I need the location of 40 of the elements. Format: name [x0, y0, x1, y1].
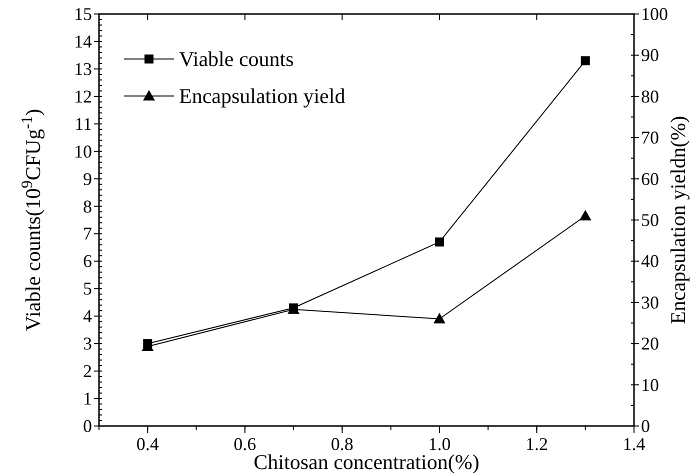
y-tick-label: 2: [83, 361, 92, 382]
y-tick-label: 4: [83, 306, 92, 326]
x-tick-label: 0.8: [330, 434, 354, 454]
y2-tick-label: 30: [641, 292, 659, 312]
y2-tick-label: 40: [641, 251, 659, 272]
y2-tick-label: 80: [641, 86, 659, 106]
y2-axis-title: Encapsulation yieldn(%): [666, 116, 690, 324]
y2-tick-label: 0: [641, 416, 650, 436]
y2-tick-label: 50: [641, 210, 659, 230]
y-tick-label: 14: [74, 31, 92, 52]
legend-label: Viable counts: [179, 47, 294, 71]
x-tick-label: 1.2: [525, 434, 548, 454]
y-tick-label: 15: [74, 4, 92, 24]
y-tick-label: 12: [74, 86, 92, 106]
y-tick-label: 11: [74, 114, 92, 134]
x-tick-label: 0.6: [234, 434, 256, 454]
y-tick-label: 9: [83, 168, 92, 189]
x-tick-label: 1.4: [622, 434, 646, 454]
x-tick-label: 0.4: [136, 434, 159, 454]
legend-label: Encapsulation yield: [179, 84, 346, 108]
y2-tick-label: 90: [641, 45, 659, 66]
y-tick-label: 5: [83, 278, 92, 299]
point: [433, 312, 446, 324]
y-tick-label: 0: [83, 416, 92, 436]
x-tick-label: 1.0: [428, 434, 451, 454]
y2-tick-label: 100: [641, 4, 668, 24]
y-tick-label: 10: [74, 141, 92, 162]
y-tick-label: 1: [83, 388, 92, 409]
y-tick-label: 13: [74, 58, 92, 79]
y-tick-label: 3: [83, 334, 92, 354]
y2-tick-label: 70: [641, 128, 659, 148]
point: [580, 56, 590, 66]
point: [579, 210, 592, 220]
y2-tick-label: 20: [641, 334, 659, 354]
y-tick-label: 7: [83, 224, 92, 244]
y-tick-label: 8: [83, 196, 92, 216]
y2-tick-label: 60: [641, 168, 659, 189]
y-tick-label: 6: [83, 251, 92, 272]
y2-tick-label: 10: [641, 374, 659, 395]
point: [434, 237, 444, 246]
